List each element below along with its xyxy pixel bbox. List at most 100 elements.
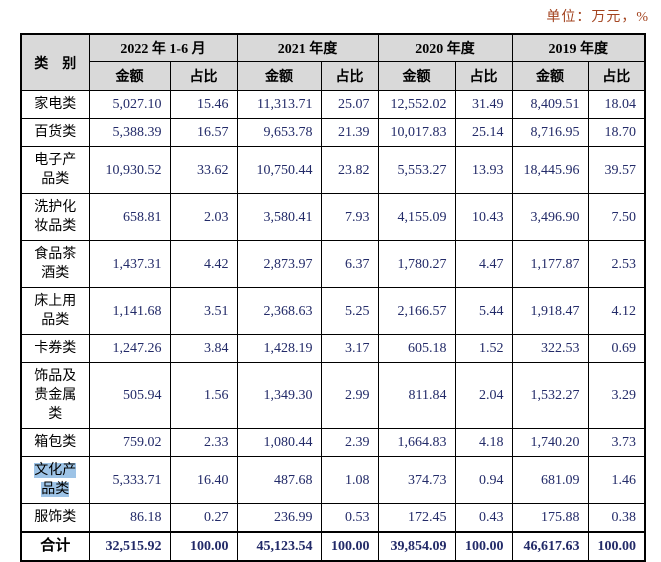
category-cell: 箱包类 bbox=[20, 428, 90, 457]
amount-cell: 9,653.78 bbox=[236, 118, 322, 147]
table-row: 家电类 5,027.10 15.46 11,313.71 25.07 12,552.02 3… bbox=[20, 90, 646, 119]
category-cell: 文化产品类 bbox=[20, 456, 90, 504]
amount-cell: 2,166.57 bbox=[377, 287, 456, 335]
ratio-cell: 3.17 bbox=[320, 334, 379, 363]
ratio-cell: 2.03 bbox=[169, 193, 238, 241]
category-cell: 服饰类 bbox=[20, 503, 90, 533]
amount-header-2020: 金额 bbox=[377, 61, 456, 91]
ratio-cell: 2.39 bbox=[320, 428, 379, 457]
table-body: 家电类 5,027.10 15.46 11,313.71 25.07 12,552.02 3… bbox=[20, 90, 646, 562]
ratio-header-2022: 占比 bbox=[169, 61, 238, 91]
ratio-cell: 0.27 bbox=[169, 503, 238, 533]
category-cell: 饰品及贵金属类 bbox=[20, 362, 90, 429]
amount-cell: 46,617.63 bbox=[511, 531, 589, 562]
amount-cell: 1,918.47 bbox=[511, 287, 589, 335]
ratio-cell: 31.49 bbox=[454, 90, 513, 119]
ratio-cell: 33.62 bbox=[169, 146, 238, 194]
category-revenue-table: 类 别 2022 年 1-6 月 2021 年度 2020 年度 2019 年度… bbox=[20, 33, 647, 562]
ratio-cell: 39.57 bbox=[587, 146, 646, 194]
amount-cell: 1,080.44 bbox=[236, 428, 322, 457]
ratio-cell: 0.43 bbox=[454, 503, 513, 533]
ratio-cell: 1.56 bbox=[169, 362, 238, 429]
amount-cell: 1,437.31 bbox=[88, 240, 171, 288]
amount-cell: 5,333.71 bbox=[88, 456, 171, 504]
ratio-cell: 100.00 bbox=[320, 531, 379, 562]
amount-cell: 2,873.97 bbox=[236, 240, 322, 288]
amount-header-2019: 金额 bbox=[511, 61, 589, 91]
table-row: 洗护化妆品类 658.81 2.03 3,580.41 7.93 4,155.09 10.4… bbox=[20, 193, 646, 241]
period-header-2022: 2022 年 1-6 月 bbox=[88, 33, 238, 62]
ratio-cell: 0.94 bbox=[454, 456, 513, 504]
ratio-cell: 25.07 bbox=[320, 90, 379, 119]
ratio-cell: 1.46 bbox=[587, 456, 646, 504]
amount-cell: 1,141.68 bbox=[88, 287, 171, 335]
table-row: 电子产品类 10,930.52 33.62 10,750.44 23.82 5,553.2… bbox=[20, 146, 646, 194]
category-label: 合计 bbox=[40, 538, 71, 554]
table-row: 文化产品类 5,333.71 16.40 487.68 1.08 374.73 0.94 68… bbox=[20, 456, 646, 504]
ratio-cell: 100.00 bbox=[587, 531, 646, 562]
amount-cell: 8,409.51 bbox=[511, 90, 589, 119]
ratio-cell: 7.50 bbox=[587, 193, 646, 241]
ratio-cell: 1.08 bbox=[320, 456, 379, 504]
category-cell: 洗护化妆品类 bbox=[20, 193, 90, 241]
ratio-cell: 25.14 bbox=[454, 118, 513, 147]
amount-cell: 2,368.63 bbox=[236, 287, 322, 335]
amount-cell: 658.81 bbox=[88, 193, 171, 241]
table-row: 服饰类 86.18 0.27 236.99 0.53 172.45 0.43 175.88 0.… bbox=[20, 503, 646, 533]
amount-cell: 10,017.83 bbox=[377, 118, 456, 147]
amount-cell: 45,123.54 bbox=[236, 531, 322, 562]
table-row: 饰品及贵金属类 505.94 1.56 1,349.30 2.99 811.84 2.04 1… bbox=[20, 362, 646, 429]
amount-cell: 322.53 bbox=[511, 334, 589, 363]
ratio-header-2021: 占比 bbox=[320, 61, 379, 91]
table-row: 床上用品类 1,141.68 3.51 2,368.63 5.25 2,166.57 5.4… bbox=[20, 287, 646, 335]
amount-cell: 3,496.90 bbox=[511, 193, 589, 241]
ratio-cell: 18.04 bbox=[587, 90, 646, 119]
amount-cell: 11,313.71 bbox=[236, 90, 322, 119]
period-header-2020: 2020 年度 bbox=[377, 33, 513, 62]
amount-cell: 1,177.87 bbox=[511, 240, 589, 288]
amount-cell: 1,532.27 bbox=[511, 362, 589, 429]
ratio-cell: 5.25 bbox=[320, 287, 379, 335]
amount-cell: 12,552.02 bbox=[377, 90, 456, 119]
amount-cell: 487.68 bbox=[236, 456, 322, 504]
category-label: 文化产品类 bbox=[34, 463, 77, 497]
ratio-cell: 0.38 bbox=[587, 503, 646, 533]
table-row: 百货类 5,388.39 16.57 9,653.78 21.39 10,017.83 25… bbox=[20, 118, 646, 147]
category-label: 洗护化妆品类 bbox=[34, 200, 77, 234]
amount-header-2021: 金额 bbox=[236, 61, 322, 91]
subheader-row: 金额 占比 金额 占比 金额 占比 金额 占比 bbox=[21, 61, 646, 91]
ratio-cell: 4.12 bbox=[587, 287, 646, 335]
table-row: 箱包类 759.02 2.33 1,080.44 2.39 1,664.83 4.18 1,7… bbox=[20, 428, 646, 457]
ratio-cell: 4.18 bbox=[454, 428, 513, 457]
table-header: 类 别 2022 年 1-6 月 2021 年度 2020 年度 2019 年度… bbox=[20, 33, 646, 91]
amount-cell: 175.88 bbox=[511, 503, 589, 533]
table-row: 食品茶酒类 1,437.31 4.42 2,873.97 6.37 1,780.27 4.4… bbox=[20, 240, 646, 288]
amount-cell: 236.99 bbox=[236, 503, 322, 533]
ratio-cell: 23.82 bbox=[320, 146, 379, 194]
ratio-cell: 0.53 bbox=[320, 503, 379, 533]
category-cell: 床上用品类 bbox=[20, 287, 90, 335]
category-cell: 食品茶酒类 bbox=[20, 240, 90, 288]
period-header-2019: 2019 年度 bbox=[511, 33, 646, 62]
category-label: 饰品及贵金属类 bbox=[34, 369, 77, 422]
category-label: 箱包类 bbox=[34, 435, 77, 450]
amount-cell: 605.18 bbox=[377, 334, 456, 363]
amount-cell: 5,553.27 bbox=[377, 146, 456, 194]
category-cell: 电子产品类 bbox=[20, 146, 90, 194]
category-label: 服饰类 bbox=[34, 510, 77, 525]
ratio-cell: 100.00 bbox=[454, 531, 513, 562]
amount-cell: 1,664.83 bbox=[377, 428, 456, 457]
ratio-cell: 2.53 bbox=[587, 240, 646, 288]
category-label: 床上用品类 bbox=[34, 294, 77, 328]
category-label: 电子产品类 bbox=[34, 153, 77, 187]
ratio-cell: 2.33 bbox=[169, 428, 238, 457]
amount-cell: 8,716.95 bbox=[511, 118, 589, 147]
period-header-2021: 2021 年度 bbox=[236, 33, 379, 62]
ratio-cell: 100.00 bbox=[169, 531, 238, 562]
amount-cell: 172.45 bbox=[377, 503, 456, 533]
ratio-cell: 3.29 bbox=[587, 362, 646, 429]
ratio-cell: 2.04 bbox=[454, 362, 513, 429]
amount-cell: 1,428.19 bbox=[236, 334, 322, 363]
amount-cell: 1,780.27 bbox=[377, 240, 456, 288]
ratio-cell: 3.84 bbox=[169, 334, 238, 363]
